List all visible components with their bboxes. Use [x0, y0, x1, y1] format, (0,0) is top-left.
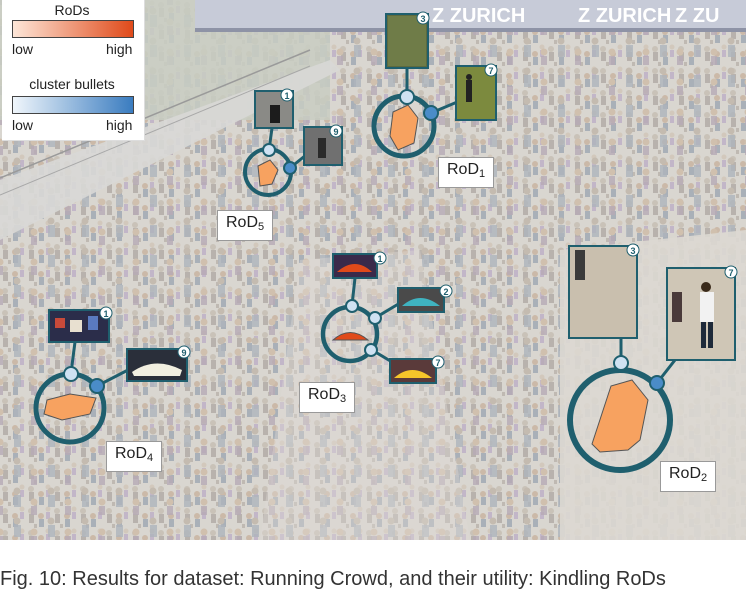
rod1-group: 3 7 [371, 11, 498, 159]
rod3-bullet-2[interactable] [368, 311, 382, 325]
rod3-group: 1 2 7 [320, 251, 453, 384]
rod1-thumb-7[interactable] [455, 65, 497, 121]
legend: RoDs low high cluster bullets low high [2, 0, 145, 141]
banner-text-1: Z ZURICH [432, 5, 525, 27]
rod2-thumb-7-num: 7 [728, 268, 733, 278]
figure: Z ZURICH Z ZURICH Z ZU 3 7 [0, 0, 746, 540]
rod1-region[interactable] [389, 104, 419, 151]
rod2-thumb-3-num: 3 [630, 246, 635, 256]
legend-rods-gradient [12, 20, 134, 38]
rod4-thumb-9-num: 9 [181, 348, 186, 358]
rod1-thumb-7-num: 7 [488, 66, 493, 76]
rod5-group: 1 9 [243, 88, 343, 197]
legend-bullets-title: cluster bullets [29, 76, 115, 92]
banner-text-3: Z ZU [675, 5, 719, 27]
rod2-bullet-7[interactable] [649, 375, 665, 391]
rod5-label: RoD5 [217, 210, 274, 241]
rod1-label: RoD1 [438, 157, 495, 188]
rod4-bullet-1[interactable] [63, 366, 79, 382]
figure-caption: Fig. 10: Results for dataset: Running Cr… [0, 568, 666, 590]
rod2-label: RoD2 [660, 461, 717, 492]
rod3-region[interactable] [331, 332, 370, 341]
rod4-group: 1 9 [33, 306, 191, 445]
rod3-thumb-2-num: 2 [443, 287, 448, 297]
legend-bullets-low: low [12, 117, 34, 133]
rod3-label: RoD3 [299, 382, 356, 413]
legend-rods-title: RoDs [54, 2, 90, 18]
rod3-thumb-7-num: 7 [435, 358, 440, 368]
rod5-region[interactable] [257, 159, 279, 187]
legend-bullets-gradient [12, 96, 134, 114]
rod1-bullet-3[interactable] [399, 89, 415, 105]
banner-text-2: Z ZURICH [578, 5, 671, 27]
rod4-bullet-9[interactable] [89, 378, 105, 394]
rod3-bullet-7[interactable] [364, 343, 378, 357]
legend-rods-low: low [12, 41, 34, 57]
rod5-thumb-9-num: 9 [333, 127, 338, 137]
rod4-label: RoD4 [106, 441, 163, 472]
rod5-bullet-9[interactable] [283, 161, 297, 175]
rod5-thumb-1-num: 1 [284, 91, 289, 101]
legend-bullets-high: high [106, 117, 133, 133]
rod5-bullet-1[interactable] [262, 143, 276, 157]
rod2-bullet-3[interactable] [613, 355, 629, 371]
rod4-region[interactable] [43, 393, 97, 421]
rod2-group: 3 7 [567, 243, 738, 473]
rod4-thumb-1-num: 1 [103, 309, 108, 319]
rod3-thumb-1-num: 1 [377, 254, 382, 264]
rod3-bullet-1[interactable] [345, 299, 359, 313]
rod2-region[interactable] [591, 379, 649, 453]
rod1-bullet-7[interactable] [423, 105, 439, 121]
rod1-thumb-3-num: 3 [420, 14, 425, 24]
legend-rods-high: high [106, 41, 133, 57]
